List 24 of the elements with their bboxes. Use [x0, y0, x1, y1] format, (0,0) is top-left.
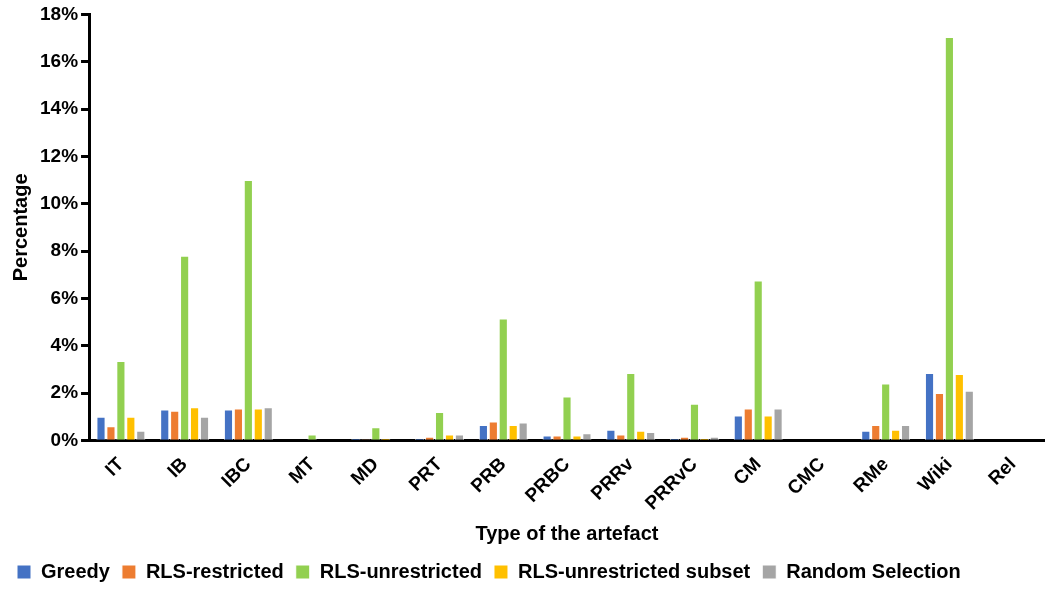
y-tick-label: 16% [40, 49, 79, 71]
x-tick-label: MD [346, 453, 383, 489]
y-tick-label: 2% [50, 381, 79, 403]
legend-label: Greedy [41, 559, 111, 582]
y-tick-label: 8% [50, 239, 79, 261]
x-tick-label: CM [728, 453, 765, 489]
legend-label: RLS-restricted [145, 559, 284, 582]
y-tick-label: 14% [40, 97, 79, 119]
y-tick-label: 18% [40, 2, 79, 24]
y-axis-title: Percentage [8, 173, 31, 282]
x-tick-label: MT [284, 452, 319, 488]
x-tick-label: IT [100, 452, 128, 480]
x-tick-label: IBC [216, 452, 256, 492]
y-tick-label: 12% [40, 144, 79, 166]
y-tick-label: 4% [50, 333, 79, 355]
legend-label: Random Selection [786, 559, 961, 582]
y-tick-label: 6% [50, 286, 79, 308]
legend-label: RLS-unrestricted subset [517, 559, 751, 582]
x-tick-label: Rel [983, 453, 1020, 489]
y-tick-label: 10% [40, 191, 79, 213]
x-axis-title: Type of the artefact [475, 521, 659, 544]
legend-label: RLS-unrestricted [319, 559, 482, 582]
x-tick-label: IB [162, 453, 192, 482]
y-tick-label: 0% [50, 428, 79, 450]
